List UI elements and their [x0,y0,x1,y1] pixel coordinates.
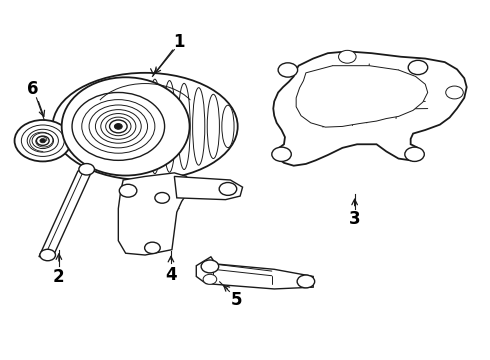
Circle shape [155,193,170,203]
Circle shape [32,133,53,149]
Circle shape [339,50,356,63]
Ellipse shape [178,83,190,170]
Circle shape [96,110,141,143]
Circle shape [110,120,127,133]
Circle shape [22,125,64,157]
Circle shape [115,123,122,129]
Circle shape [15,120,71,161]
Polygon shape [39,167,94,257]
Polygon shape [196,257,313,289]
Text: 5: 5 [230,291,242,309]
Ellipse shape [193,88,205,165]
Polygon shape [273,51,466,166]
Polygon shape [118,173,189,255]
Text: 3: 3 [349,210,361,228]
Circle shape [119,184,137,197]
Ellipse shape [149,79,161,174]
Circle shape [405,147,424,161]
Circle shape [446,86,463,99]
Polygon shape [296,66,428,127]
Circle shape [89,105,147,148]
Ellipse shape [163,81,175,172]
Circle shape [272,147,291,161]
Ellipse shape [207,94,220,158]
Ellipse shape [62,77,190,176]
Circle shape [40,249,55,261]
Circle shape [201,260,219,273]
Circle shape [40,139,46,143]
Circle shape [145,242,160,253]
Ellipse shape [52,73,238,180]
Circle shape [106,117,131,136]
Circle shape [72,93,165,160]
Polygon shape [174,176,243,200]
Circle shape [203,274,217,284]
Circle shape [297,275,315,288]
Text: 6: 6 [27,80,39,98]
Ellipse shape [222,105,234,148]
Circle shape [27,129,58,152]
Circle shape [82,100,155,153]
Circle shape [36,136,49,145]
Circle shape [101,113,136,139]
Text: 2: 2 [53,268,65,286]
Circle shape [278,63,297,77]
Circle shape [408,60,428,75]
Text: 4: 4 [165,266,177,284]
Circle shape [219,183,237,195]
Circle shape [79,163,95,175]
Text: 1: 1 [173,33,185,51]
